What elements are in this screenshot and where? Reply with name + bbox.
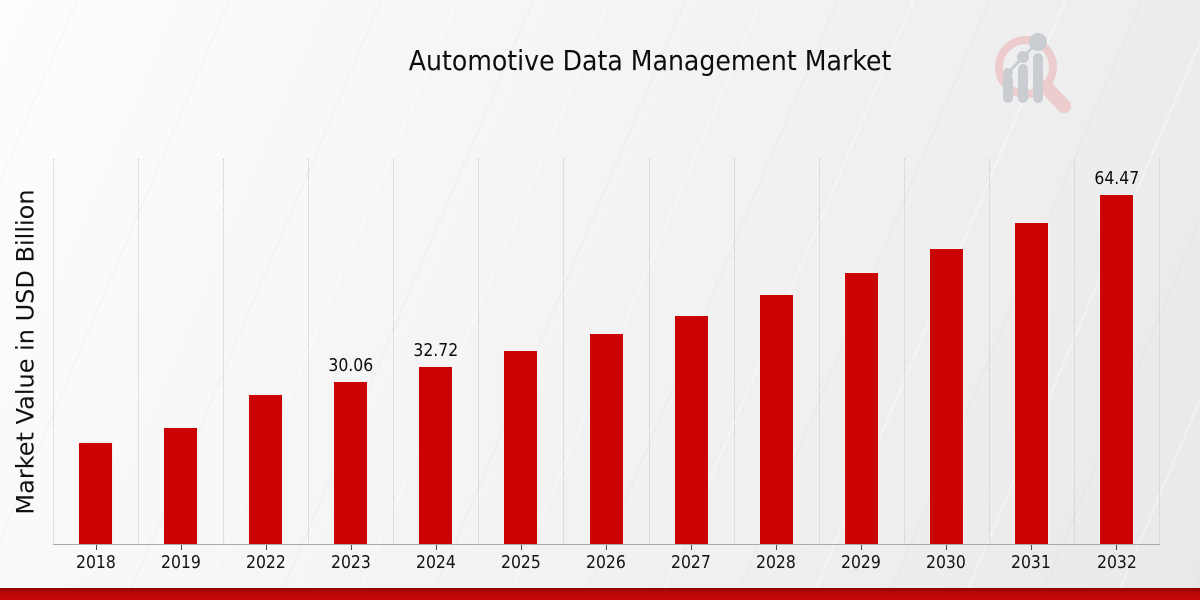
bar-2022	[248, 393, 284, 544]
x-axis-label-2028: 2028	[756, 552, 797, 573]
gridline	[1073, 159, 1075, 545]
axis-tick	[606, 545, 607, 550]
bar-value-label-2024: 32.72	[413, 340, 459, 362]
axis-tick	[350, 545, 352, 550]
gridline	[733, 159, 735, 545]
magnifier-growth-chart-logo-icon	[995, 33, 1071, 113]
x-axis-label-2026: 2026	[586, 552, 626, 573]
bar-2028	[758, 294, 794, 544]
y-axis-title-text: Market Value in USD Billion	[12, 189, 40, 515]
x-axis-label-2018: 2018	[75, 552, 116, 573]
x-axis-label-2019: 2019	[160, 552, 201, 573]
x-axis-label-2025: 2025	[500, 552, 541, 573]
bar-2026	[588, 333, 624, 544]
axis-tick	[95, 545, 97, 550]
bar-2019	[163, 427, 199, 544]
gridline	[818, 159, 820, 545]
gridline	[53, 159, 54, 545]
bar-2023	[333, 380, 369, 544]
axis-tick	[946, 545, 948, 550]
gridline	[478, 159, 480, 545]
gridline	[563, 159, 565, 545]
y-axis-title: Market Value in USD Billion	[6, 159, 46, 545]
chart-title: Automotive Data Management Market	[100, 44, 1200, 77]
footer-accent-bar	[0, 588, 1200, 600]
plot-area: 2018 2019 2022 2023 30.06 2024 32.72 2025 2026 20…	[53, 159, 1160, 573]
bar-2030	[928, 248, 964, 544]
gridline	[308, 159, 310, 545]
axis-tick	[265, 545, 267, 550]
x-axis-label-2023: 2023	[330, 552, 371, 573]
gridline	[1159, 159, 1160, 545]
bar-2032	[1098, 193, 1134, 544]
axis-tick	[691, 545, 693, 550]
bar-value-label-2023: 30.06	[328, 354, 374, 376]
gridline	[648, 159, 650, 545]
gridline	[393, 159, 395, 545]
x-axis-label-2022: 2022	[245, 552, 286, 573]
bar-2029	[843, 272, 879, 544]
bar-2027	[673, 314, 709, 544]
gridline	[138, 159, 140, 545]
gridline	[903, 159, 905, 545]
axis-tick	[180, 545, 182, 550]
axis-tick	[1116, 545, 1118, 550]
axis-tick	[520, 545, 522, 550]
x-axis-label-2032: 2032	[1096, 552, 1137, 573]
x-axis-label-2027: 2027	[671, 552, 711, 573]
bar-2024	[418, 366, 454, 544]
gridline	[988, 159, 990, 545]
x-axis-label-2030: 2030	[926, 552, 967, 573]
x-axis-label-2024: 2024	[415, 552, 456, 573]
gridline	[223, 159, 225, 545]
chart-title-text: Automotive Data Management Market	[408, 44, 892, 77]
x-axis-label-2029: 2029	[841, 552, 882, 573]
axis-tick	[861, 545, 863, 550]
bar-value-label-2032: 64.47	[1094, 167, 1139, 189]
bar-2031	[1013, 222, 1049, 544]
axis-tick	[1031, 545, 1033, 550]
x-axis-label-2031: 2031	[1011, 552, 1052, 573]
axis-tick	[776, 545, 778, 550]
x-axis-line	[53, 544, 1160, 545]
bar-2018	[78, 442, 114, 544]
axis-tick	[435, 545, 437, 550]
bar-2025	[503, 350, 539, 544]
